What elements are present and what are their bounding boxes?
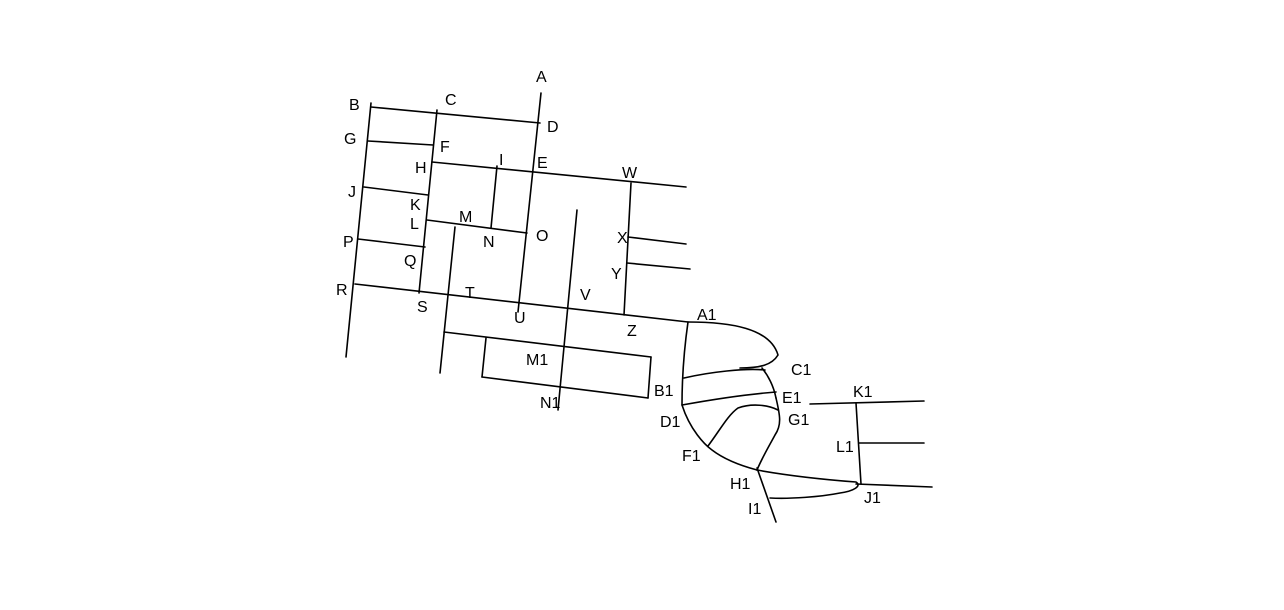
label-n: N [483,234,495,251]
road-i-n [490,165,498,229]
label-c: C [445,92,457,109]
label-b: B [349,97,360,114]
label-m: M [459,209,472,226]
label-a: A [536,69,547,86]
label-l: L [410,216,419,233]
road-block-bottom [481,376,649,399]
label-b1: B1 [654,383,674,400]
label-l1: L1 [836,439,854,456]
road-c-s [418,109,438,294]
node-labels: A B C D E F G H I J K L M N O P Q R S T … [336,69,881,518]
road-y [626,262,691,270]
label-n1: N1 [540,395,561,412]
road-r-a1 [354,283,689,323]
label-w: W [622,165,638,182]
road-block-inner-west [481,337,487,378]
road-d1-e1 [681,391,777,406]
road-h1-i1 [756,467,777,523]
road-w-z [623,182,632,316]
label-u: U [514,310,526,327]
road-a1-c1 [687,321,779,369]
road-h-w [431,161,687,188]
road-l-o [426,219,528,234]
label-r: R [336,282,348,299]
label-g1: G1 [788,412,809,429]
road-c1-e1 [761,367,777,399]
label-o: O [536,228,548,245]
road-j1-east [855,483,933,488]
label-a1: A1 [697,307,717,324]
label-m1: M1 [526,352,548,369]
road-e1-k1 [809,400,925,405]
road-b-d [370,106,541,124]
road-j-k [363,186,429,196]
road-x [627,236,687,245]
label-i1: I1 [748,501,761,518]
label-d: D [547,119,559,136]
label-k1: K1 [853,384,873,401]
road-c1-band [683,368,766,379]
road-block-east [647,356,652,399]
label-t: T [465,285,475,302]
label-e1: E1 [782,390,802,407]
label-k: K [410,197,421,214]
road-g-f [367,140,434,146]
label-y: Y [611,266,622,283]
label-x: X [617,230,628,247]
label-s: S [417,299,428,316]
road-v-n1 [557,209,578,411]
label-q: Q [404,253,416,270]
label-i: I [499,152,503,169]
label-j: J [348,184,356,201]
road-p-q [357,238,426,248]
label-z: Z [627,323,637,340]
label-c1: C1 [791,362,812,379]
label-f: F [440,139,450,156]
road-network [345,92,933,523]
road-m-south [439,226,456,374]
road-block-top [443,331,652,358]
road-b-r [345,102,372,358]
label-h: H [415,160,427,177]
label-j1: J1 [864,490,881,507]
label-h1: H1 [730,476,751,493]
road-h1-j1 [756,469,859,500]
label-v: V [580,287,591,304]
label-d1: D1 [660,414,681,431]
road-f1-inner [707,404,779,447]
road-a1-d1-west [681,321,758,471]
label-p: P [343,234,354,251]
road-g1-loop [756,397,781,471]
label-f1: F1 [682,448,701,465]
label-e: E [537,155,548,172]
road-a-u [517,92,542,313]
label-g: G [344,131,356,148]
